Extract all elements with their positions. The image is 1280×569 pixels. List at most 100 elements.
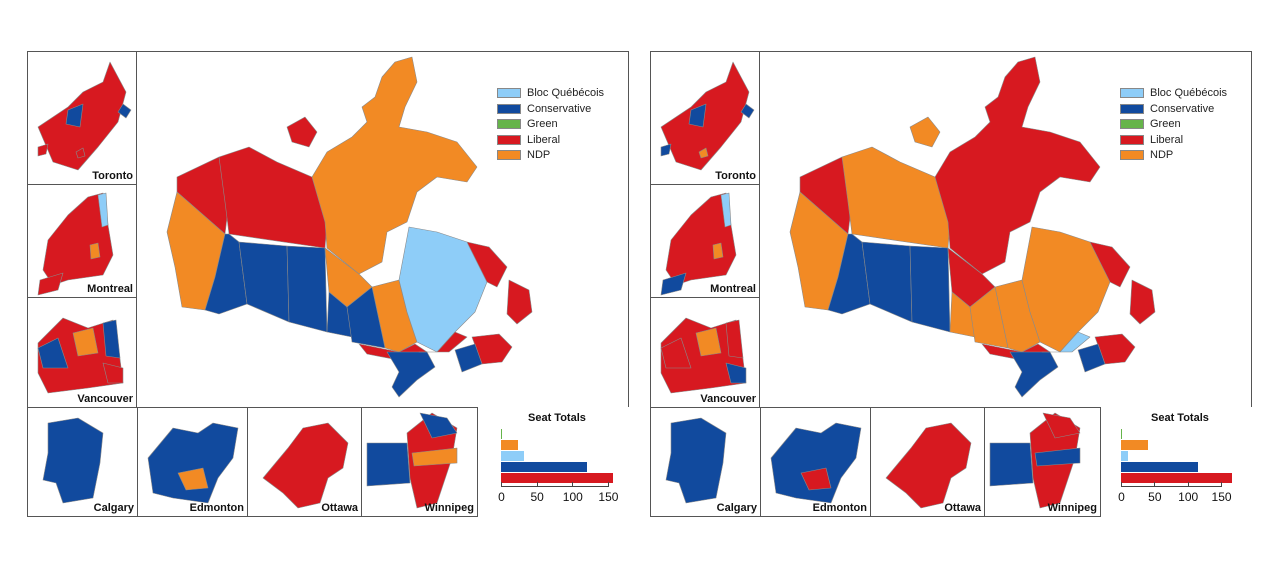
montreal-district-1: [720, 192, 732, 228]
winnipeg-district-0: [989, 442, 1034, 487]
main-map-frame: Bloc Québécois Conservative Green Liberal ND…: [759, 51, 1252, 408]
legend-label: Green: [527, 118, 558, 130]
legend-label: Liberal: [527, 133, 561, 146]
region-nwt: [841, 146, 951, 249]
x-tick: [607, 482, 609, 487]
inset-toronto: Toronto: [650, 51, 760, 185]
region-ontario-south: [386, 351, 436, 398]
seat-bar-green: [1121, 429, 1122, 439]
legend-label: Liberal: [1150, 133, 1184, 146]
x-tick: [536, 482, 538, 487]
region-ontario-south: [1009, 351, 1059, 398]
inset-label-vancouver: Vancouver: [77, 393, 133, 405]
x-tick: [572, 482, 574, 487]
calgary-district-0: [665, 417, 727, 504]
x-tick-label: 150: [1211, 490, 1232, 504]
seat-bar-bloc: [1121, 451, 1128, 461]
x-tick: [1221, 482, 1223, 487]
legend-label: NDP: [1150, 149, 1174, 161]
toronto-district-4: [75, 147, 86, 159]
ottawa-district-0: [885, 422, 972, 509]
montreal-district-2: [89, 242, 101, 260]
seat-bar-liberal: [1121, 473, 1232, 483]
toronto-district-0: [37, 61, 127, 171]
inset-ottawa: Ottawa: [247, 407, 362, 517]
winnipeg-district-0: [366, 442, 411, 487]
legend-item-bloc: Bloc Québécois: [1120, 87, 1227, 99]
region-quebec-south: [418, 331, 468, 353]
inset-label-edmonton: Edmonton: [812, 502, 867, 514]
legend-swatch-green: [1120, 119, 1144, 129]
region-labrador: [1089, 241, 1131, 288]
x-tick-label: 100: [1178, 490, 1199, 504]
seat-bar-green: [501, 429, 502, 439]
edmonton-map: [147, 422, 239, 504]
inset-label-toronto: Toronto: [92, 170, 133, 182]
x-tick: [1121, 482, 1122, 487]
left-map-panel: Bloc Québécois Conservative Green Liberal ND…: [27, 51, 629, 517]
calgary-map: [42, 417, 104, 504]
edmonton-district-1: [800, 467, 832, 491]
seat-totals-box: Seat Totals 0 50 100 150: [477, 407, 629, 517]
winnipeg-district-2: [419, 412, 458, 439]
x-tick: [501, 482, 502, 487]
seat-bar-liberal: [501, 473, 613, 483]
toronto-district-3: [37, 143, 49, 157]
region-alberta: [861, 241, 913, 323]
vancouver-map: [660, 317, 747, 394]
inset-toronto: Toronto: [27, 51, 137, 185]
toronto-district-3: [660, 143, 672, 157]
winnipeg-district-3: [1034, 447, 1081, 467]
montreal-district-3: [37, 272, 64, 296]
region-saskatchewan: [286, 245, 328, 333]
canada-main-map: [789, 56, 1156, 398]
region-nb: [1077, 343, 1106, 373]
x-tick-label: 0: [1118, 490, 1125, 504]
legend-item-liberal: Liberal: [497, 134, 560, 146]
region-arctic-west: [909, 116, 941, 148]
inset-montreal: Montreal: [650, 184, 760, 298]
legend-item-ndp: NDP: [497, 149, 550, 161]
region-nwt: [218, 146, 328, 249]
legend-label: NDP: [527, 149, 551, 161]
montreal-district-2: [712, 242, 724, 260]
x-tick-label: 0: [498, 490, 505, 504]
seat-bar-ndp: [501, 440, 519, 450]
inset-winnipeg: Winnipeg: [361, 407, 478, 517]
legend-label: Bloc Québécois: [1150, 87, 1228, 99]
x-tick: [1154, 482, 1156, 487]
toronto-map: [660, 61, 755, 171]
x-tick-label: 50: [1148, 490, 1162, 504]
toronto-district-0: [660, 61, 750, 171]
calgary-district-0: [42, 417, 104, 504]
vancouver-district-3: [695, 327, 722, 357]
legend-item-conservative: Conservative: [1120, 103, 1214, 115]
inset-label-ottawa: Ottawa: [944, 502, 981, 514]
region-bc-interior: [204, 233, 248, 315]
legend-swatch-conservative: [1120, 103, 1144, 114]
seat-bar-conservative: [1121, 462, 1199, 472]
x-axis: [1121, 486, 1223, 487]
legend-swatch-ndp: [497, 150, 521, 160]
ottawa-map: [262, 422, 349, 509]
legend-swatch-liberal: [1120, 134, 1144, 145]
legend-label: Conservative: [1150, 102, 1215, 115]
legend-label: Bloc Québécois: [527, 87, 605, 99]
x-axis: [501, 486, 609, 487]
toronto-district-2: [740, 103, 755, 119]
inset-label-winnipeg: Winnipeg: [1047, 502, 1097, 514]
region-labrador: [466, 241, 508, 288]
inset-label-edmonton: Edmonton: [189, 502, 244, 514]
legend-item-ndp: NDP: [1120, 149, 1173, 161]
inset-calgary: Calgary: [650, 407, 761, 517]
montreal-district-1: [97, 192, 109, 228]
legend-swatch-bloc: [1120, 88, 1144, 98]
inset-label-ottawa: Ottawa: [321, 502, 358, 514]
region-alberta: [238, 241, 290, 323]
inset-edmonton: Edmonton: [760, 407, 871, 517]
inset-label-calgary: Calgary: [716, 502, 757, 514]
vancouver-district-1: [37, 337, 69, 369]
legend-label: Conservative: [527, 102, 592, 115]
calgary-map: [665, 417, 727, 504]
inset-edmonton: Edmonton: [137, 407, 248, 517]
